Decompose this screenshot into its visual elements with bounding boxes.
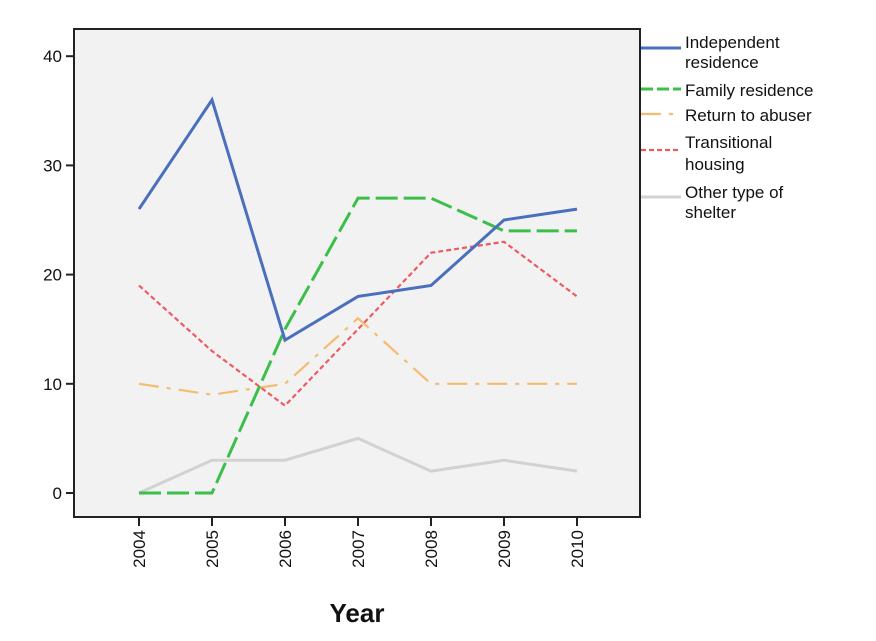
legend-item: Family residence xyxy=(641,81,814,100)
legend-label: Family residence xyxy=(685,81,814,100)
x-tick-label: 2005 xyxy=(203,530,222,568)
x-tick-label: 2008 xyxy=(422,530,441,568)
y-tick-label: 0 xyxy=(53,484,62,503)
x-tick-label: 2010 xyxy=(568,530,587,568)
series-line xyxy=(138,240,578,408)
x-axis-title: Year xyxy=(330,598,385,628)
y-tick-label: 10 xyxy=(43,375,62,394)
legend-label: shelter xyxy=(685,203,736,222)
legend-label: residence xyxy=(685,53,759,72)
x-tick-label: 2009 xyxy=(495,530,514,568)
x-axis: 2004 2005 2006 2007 2008 2009 2010 xyxy=(130,517,587,568)
series-lines xyxy=(137,96,578,495)
series-line xyxy=(138,436,578,495)
y-tick-label: 40 xyxy=(43,47,62,66)
legend-label: Independent xyxy=(685,33,780,52)
legend-label: Other type of xyxy=(685,183,784,202)
legend-item: Return to abuser xyxy=(641,106,812,125)
legend-item: Transitional housing xyxy=(641,133,772,174)
x-tick-label: 2007 xyxy=(349,530,368,568)
series-line xyxy=(139,196,577,495)
legend-label: Transitional xyxy=(685,133,772,152)
legend-label: housing xyxy=(685,155,745,174)
y-tick-label: 30 xyxy=(43,156,62,175)
x-tick-label: 2006 xyxy=(276,530,295,568)
x-tick-label: 2004 xyxy=(130,530,149,568)
y-tick-label: 20 xyxy=(43,266,62,285)
series-line xyxy=(138,316,577,396)
legend-label: Return to abuser xyxy=(685,106,812,125)
plot-background xyxy=(74,29,640,517)
y-axis: 0 10 20 30 40 xyxy=(43,47,74,503)
series-line xyxy=(137,96,578,343)
